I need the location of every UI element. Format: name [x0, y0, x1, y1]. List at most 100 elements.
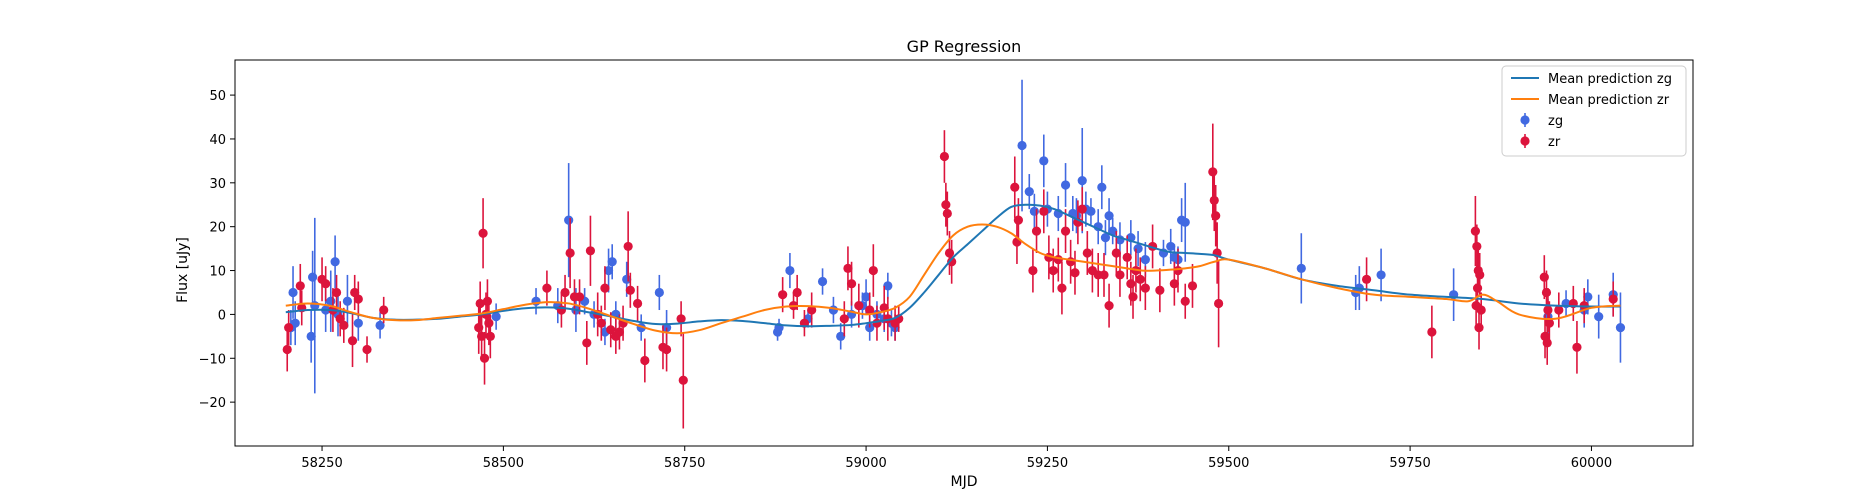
point-zr-55 — [854, 301, 864, 311]
point-zr-39 — [623, 241, 633, 252]
point-zr-86 — [1099, 270, 1109, 280]
legend-item-1: Mean prediction zr — [1511, 93, 1670, 108]
point-zg-57 — [1097, 182, 1107, 192]
point-zr-94 — [1135, 274, 1145, 284]
point-zr-2 — [295, 281, 305, 291]
point-zr-103 — [1209, 195, 1219, 205]
point-zr-72 — [1031, 226, 1042, 236]
legend-marker-2 — [1520, 115, 1530, 125]
point-zr-97 — [1155, 285, 1165, 295]
point-zr-5 — [321, 279, 331, 289]
point-zr-21 — [482, 296, 493, 306]
point-zr-33 — [596, 318, 606, 328]
series-zg — [286, 79, 1626, 394]
x-tick-label-58250: 58250 — [301, 456, 342, 471]
point-zr-42 — [640, 355, 650, 366]
point-zg-32 — [817, 276, 828, 287]
point-zr-90 — [1122, 252, 1132, 262]
point-zr-91 — [1126, 279, 1136, 289]
y-tick-label-0: 0 — [218, 308, 226, 323]
point-zg-33 — [828, 305, 839, 315]
point-zr-53 — [843, 263, 853, 273]
point-zr-87 — [1104, 301, 1114, 311]
point-zg-64 — [1140, 254, 1150, 265]
point-zr-89 — [1115, 270, 1125, 280]
point-zr-63 — [939, 151, 950, 162]
point-zr-58 — [872, 318, 882, 328]
point-zg-44 — [1017, 140, 1027, 151]
point-zr-27 — [565, 248, 575, 258]
point-zr-18 — [478, 228, 488, 238]
x-tick-label-60000: 60000 — [1571, 456, 1612, 471]
x-tick-label-59250: 59250 — [1027, 456, 1068, 471]
point-zg-24 — [622, 274, 632, 284]
point-zr-118 — [1541, 287, 1552, 298]
point-zg-41 — [883, 281, 893, 291]
point-zr-109 — [1470, 226, 1480, 236]
point-zg-55 — [1086, 206, 1096, 216]
point-zr-45 — [676, 314, 686, 324]
y-tick-label-20: 20 — [209, 221, 226, 236]
y-tick-label--20: −20 — [199, 396, 226, 411]
point-zr-19 — [479, 353, 490, 363]
point-zr-30 — [582, 338, 592, 348]
point-zg-50 — [1060, 180, 1071, 190]
x-tick-label-59750: 59750 — [1389, 456, 1430, 471]
series-zr — [282, 123, 1618, 429]
point-zr-82 — [1077, 204, 1087, 214]
point-zr-51 — [807, 305, 817, 315]
point-zg-3 — [308, 272, 318, 282]
point-zr-73 — [1039, 206, 1049, 216]
point-zr-52 — [839, 314, 849, 324]
point-zr-125 — [1572, 342, 1582, 352]
point-zr-12 — [353, 294, 363, 304]
y-tick-label-50: 50 — [209, 89, 226, 104]
point-zr-16 — [475, 298, 485, 309]
point-zg-16 — [564, 215, 574, 225]
point-zg-82 — [1615, 322, 1626, 333]
point-zr-101 — [1187, 281, 1198, 291]
point-zr-102 — [1208, 167, 1218, 177]
point-zr-127 — [1608, 294, 1618, 304]
point-zr-65 — [942, 208, 952, 219]
point-zr-92 — [1128, 292, 1138, 302]
point-zr-88 — [1111, 248, 1121, 258]
legend-label-2: zg — [1548, 114, 1563, 129]
line-mean-prediction-zr — [285, 223, 1621, 335]
point-zg-71 — [1296, 263, 1306, 273]
plot-frame — [234, 59, 1694, 447]
point-zr-14 — [379, 305, 389, 315]
point-zg-13 — [491, 312, 501, 322]
point-zr-67 — [947, 257, 957, 267]
point-zr-46 — [678, 375, 688, 385]
point-zr-116 — [1476, 305, 1486, 315]
legend-item-0: Mean prediction zg — [1511, 72, 1672, 87]
legend-box — [1501, 65, 1687, 157]
point-zr-115 — [1474, 322, 1484, 333]
point-zr-110 — [1472, 241, 1482, 252]
point-zr-68 — [1010, 182, 1020, 192]
point-zg-66 — [1166, 241, 1176, 252]
y-tick-label-40: 40 — [209, 133, 226, 148]
legend-label-1: Mean prediction zr — [1548, 93, 1670, 108]
point-zr-122 — [1542, 338, 1552, 348]
point-zr-78 — [1060, 226, 1071, 236]
point-zg-79 — [1583, 292, 1593, 302]
point-zr-117 — [1539, 272, 1549, 282]
point-zg-10 — [342, 296, 353, 306]
point-zr-40 — [625, 285, 635, 295]
y-axis-label: Flux [uJy] — [175, 237, 191, 303]
point-zr-77 — [1057, 283, 1067, 293]
point-zr-69 — [1013, 215, 1024, 225]
point-zr-75 — [1048, 265, 1058, 276]
point-zg-30 — [785, 265, 795, 276]
point-zr-35 — [606, 325, 616, 335]
point-zg-47 — [1039, 156, 1049, 166]
point-zg-53 — [1077, 176, 1087, 186]
point-zr-64 — [941, 200, 951, 210]
legend-label-3: zr — [1548, 135, 1561, 150]
point-zg-46 — [1029, 206, 1039, 216]
point-zr-119 — [1543, 305, 1553, 315]
point-zr-100 — [1180, 296, 1190, 306]
